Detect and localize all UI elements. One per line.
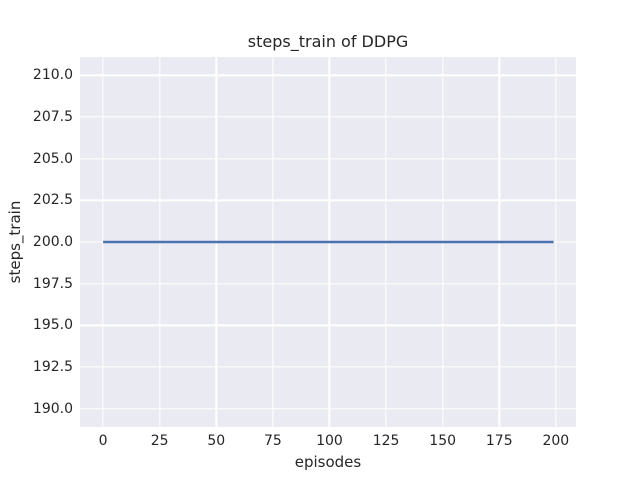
y-tick-label: 210.0 [32,67,73,84]
series-line-svg [103,240,554,244]
y-tick-label: 192.5 [32,359,73,375]
y-tick-label: 190.0 [32,400,73,417]
x-tick-label: 0 [98,433,108,449]
y-gridline [80,366,576,368]
y-gridline [80,283,576,285]
x-tick-label: 200 [542,433,570,449]
x-tick-label: 150 [429,433,457,449]
y-gridline [80,324,576,326]
x-axis-label: episodes [294,453,362,471]
y-gridline [80,158,576,160]
y-tick-label: 200.0 [32,234,73,250]
y-gridline [80,116,576,118]
y-gridline [80,199,576,201]
x-tick-label: 100 [316,433,343,449]
x-axis-ticks: 0 25 50 75 100 125 150 175 200 [80,433,576,451]
x-tick-label: 175 [485,433,513,449]
y-tick-label: 202.5 [32,192,73,209]
x-tick-label: 25 [150,433,169,449]
y-gridline [80,408,576,410]
y-tick-label: 197.5 [32,275,73,292]
x-tick-label: 125 [372,433,400,449]
plot-area [80,57,576,427]
y-axis-ticks: 190.0 192.5 195.0 197.5 200.0 202.5 205.0 207.5… [0,57,73,427]
y-gridline [80,74,576,76]
x-tick-label: 75 [263,433,282,449]
chart-title: steps_train of DDPG [247,32,409,51]
y-tick-label: 195.0 [32,317,73,334]
y-tick-label: 205.0 [32,150,73,167]
y-tick-label: 207.5 [32,109,73,125]
x-tick-label: 50 [207,433,226,449]
